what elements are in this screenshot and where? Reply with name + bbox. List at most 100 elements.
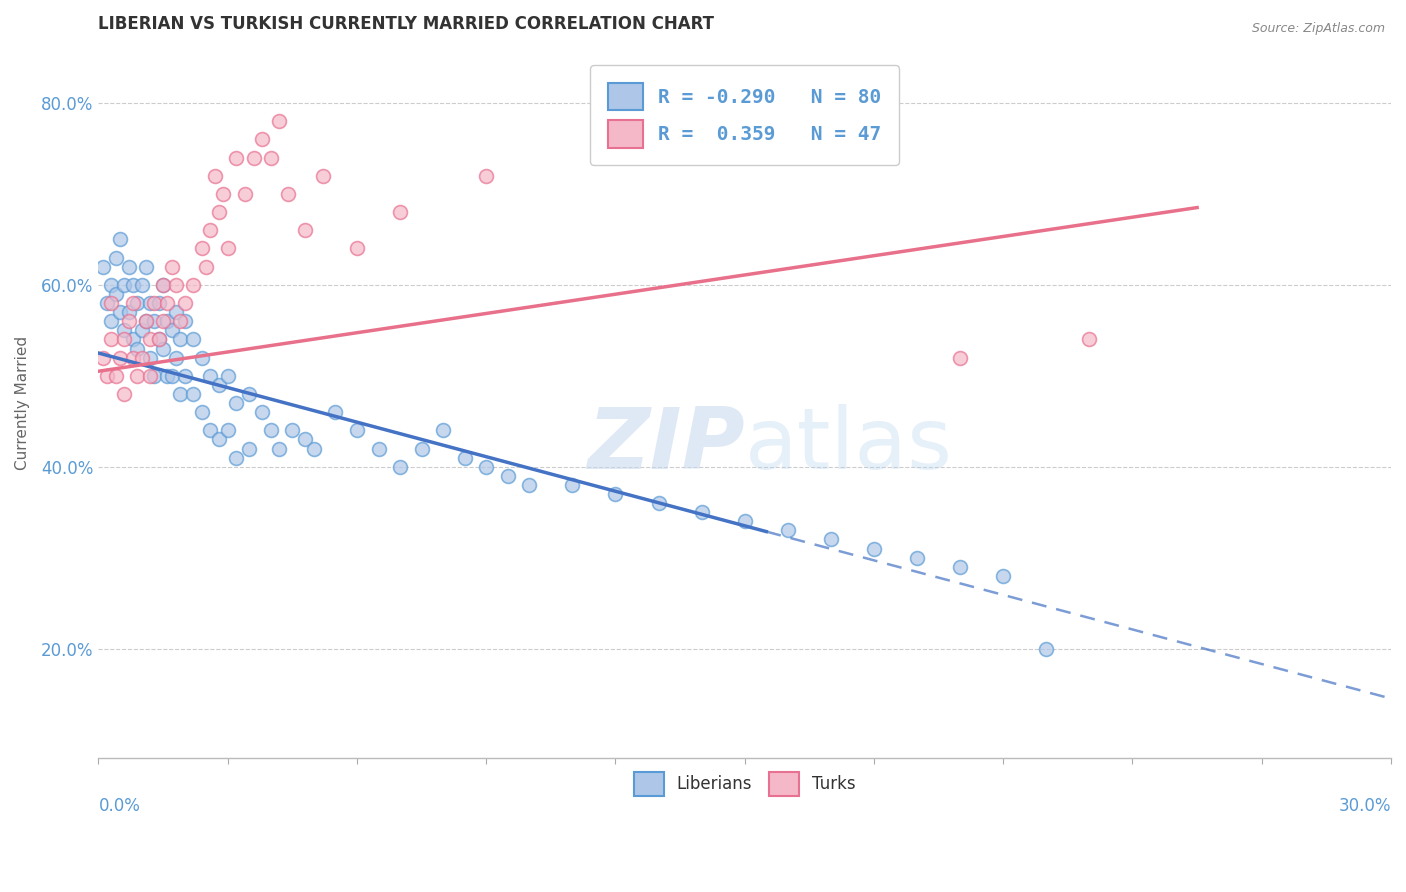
Point xyxy=(475,169,498,183)
Point xyxy=(127,368,149,383)
Point xyxy=(269,114,291,128)
Point xyxy=(112,333,135,347)
Point xyxy=(820,533,842,547)
Point xyxy=(143,368,166,383)
Point xyxy=(208,377,231,392)
Legend: Liberians, Turks: Liberians, Turks xyxy=(627,765,863,803)
Point xyxy=(517,478,540,492)
Point xyxy=(131,351,153,365)
Point xyxy=(863,541,886,556)
Point xyxy=(108,351,131,365)
Point xyxy=(200,368,222,383)
Point xyxy=(143,314,166,328)
Point xyxy=(325,405,347,419)
Point xyxy=(143,296,166,310)
Point xyxy=(104,368,127,383)
Point xyxy=(269,442,291,456)
Point xyxy=(165,277,187,292)
Point xyxy=(181,387,204,401)
Point xyxy=(225,396,247,410)
Point xyxy=(156,368,179,383)
Point xyxy=(152,342,174,356)
Point xyxy=(122,277,145,292)
Point xyxy=(294,433,316,447)
Point xyxy=(191,242,214,256)
Point xyxy=(112,387,135,401)
Point xyxy=(148,296,170,310)
Point xyxy=(250,405,273,419)
Point xyxy=(160,260,183,274)
Point xyxy=(139,333,162,347)
Point xyxy=(411,442,433,456)
Point xyxy=(496,468,519,483)
Point xyxy=(139,296,162,310)
Point xyxy=(96,368,118,383)
Point xyxy=(191,405,214,419)
Point xyxy=(165,351,187,365)
Point xyxy=(260,151,283,165)
Point xyxy=(160,368,183,383)
Point xyxy=(561,478,583,492)
Point xyxy=(100,333,122,347)
Point xyxy=(160,323,183,337)
Point xyxy=(104,251,127,265)
Point xyxy=(104,287,127,301)
Point xyxy=(122,351,145,365)
Point xyxy=(108,232,131,246)
Point xyxy=(127,296,149,310)
Point xyxy=(238,387,260,401)
Point xyxy=(173,368,195,383)
Point xyxy=(212,186,235,201)
Point xyxy=(776,524,799,538)
Point xyxy=(1035,641,1057,656)
Point xyxy=(1078,333,1101,347)
Point xyxy=(148,333,170,347)
Point xyxy=(156,314,179,328)
Point xyxy=(131,277,153,292)
Text: Source: ZipAtlas.com: Source: ZipAtlas.com xyxy=(1251,22,1385,36)
Point xyxy=(152,277,174,292)
Point xyxy=(217,423,239,437)
Text: atlas: atlas xyxy=(745,404,953,487)
Point xyxy=(993,569,1015,583)
Point xyxy=(225,450,247,465)
Point xyxy=(195,260,218,274)
Point xyxy=(204,169,226,183)
Point xyxy=(191,351,214,365)
Point xyxy=(135,314,157,328)
Point xyxy=(152,277,174,292)
Point xyxy=(217,368,239,383)
Text: ZIP: ZIP xyxy=(588,404,745,487)
Point xyxy=(233,186,256,201)
Point xyxy=(200,423,222,437)
Point xyxy=(242,151,264,165)
Point xyxy=(117,314,139,328)
Point xyxy=(302,442,325,456)
Point xyxy=(100,277,122,292)
Point xyxy=(605,487,627,501)
Point xyxy=(112,277,135,292)
Point xyxy=(367,442,389,456)
Point xyxy=(117,305,139,319)
Point xyxy=(100,314,122,328)
Point xyxy=(131,323,153,337)
Point xyxy=(277,186,299,201)
Point xyxy=(169,314,191,328)
Point xyxy=(127,342,149,356)
Point xyxy=(432,423,454,437)
Point xyxy=(294,223,316,237)
Point xyxy=(389,459,412,474)
Point xyxy=(217,242,239,256)
Text: 0.0%: 0.0% xyxy=(98,797,141,814)
Point xyxy=(647,496,669,510)
Point xyxy=(225,151,247,165)
Point xyxy=(91,351,114,365)
Point xyxy=(181,277,204,292)
Point xyxy=(454,450,477,465)
Point xyxy=(200,223,222,237)
Point xyxy=(173,314,195,328)
Point xyxy=(949,351,972,365)
Point xyxy=(139,368,162,383)
Point xyxy=(122,333,145,347)
Point xyxy=(311,169,333,183)
